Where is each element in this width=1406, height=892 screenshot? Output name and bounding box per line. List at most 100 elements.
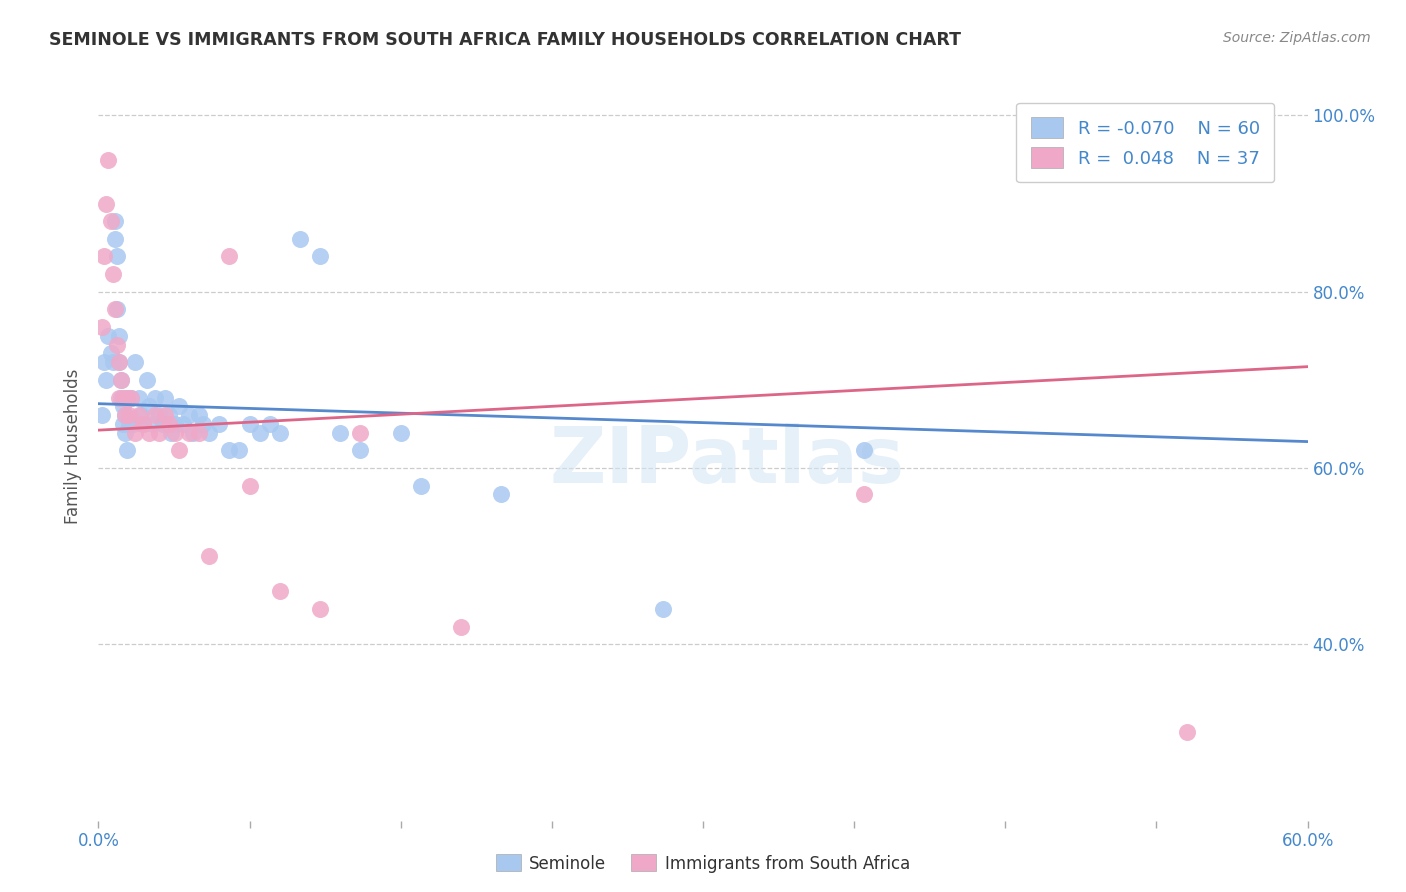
Point [111, 391, 134, 405]
Point [167, 443, 190, 458]
Point [114, 408, 136, 422]
Point [129, 408, 152, 422]
Point [148, 408, 170, 422]
Point [115, 443, 138, 458]
Point [115, 391, 138, 405]
Point [118, 417, 141, 431]
Point [153, 391, 176, 405]
Point [120, 391, 142, 405]
Point [188, 425, 211, 440]
Point [193, 417, 215, 431]
Point [138, 400, 160, 414]
Point [167, 400, 190, 414]
Point [111, 417, 134, 431]
Point [110, 373, 132, 387]
Point [138, 425, 160, 440]
Point [107, 355, 129, 369]
Point [172, 417, 194, 431]
Point [309, 602, 332, 616]
Point [349, 425, 371, 440]
Point [100, 346, 122, 360]
Point [157, 408, 180, 422]
Point [198, 425, 221, 440]
Point [152, 417, 174, 431]
Point [389, 425, 412, 440]
Point [143, 391, 166, 405]
Point [91, 320, 114, 334]
Point [409, 478, 432, 492]
Point [143, 408, 166, 422]
Point [163, 417, 186, 431]
Point [93, 250, 115, 264]
Point [128, 408, 150, 422]
Point [103, 232, 125, 246]
Point [107, 355, 129, 369]
Point [110, 373, 132, 387]
Point [249, 425, 271, 440]
Point [450, 620, 472, 634]
Point [218, 443, 240, 458]
Point [269, 584, 291, 599]
Y-axis label: Family Households: Family Households [65, 368, 83, 524]
Point [135, 373, 157, 387]
Point [288, 232, 311, 246]
Point [100, 214, 122, 228]
Point [853, 487, 876, 501]
Point [188, 408, 211, 422]
Point [208, 417, 231, 431]
Point [103, 302, 125, 317]
Text: ZIPatlas: ZIPatlas [550, 423, 904, 499]
Point [105, 337, 128, 351]
Point [651, 602, 673, 616]
Point [142, 417, 165, 431]
Legend: Seminole, Immigrants from South Africa: Seminole, Immigrants from South Africa [489, 847, 917, 880]
Point [107, 328, 129, 343]
Point [228, 443, 250, 458]
Point [132, 417, 155, 431]
Point [121, 417, 143, 431]
Point [114, 408, 136, 422]
Point [218, 250, 240, 264]
Point [163, 425, 186, 440]
Text: SEMINOLE VS IMMIGRANTS FROM SOUTH AFRICA FAMILY HOUSEHOLDS CORRELATION CHART: SEMINOLE VS IMMIGRANTS FROM SOUTH AFRICA… [49, 31, 962, 49]
Point [101, 267, 124, 281]
Point [179, 425, 201, 440]
Point [1175, 725, 1198, 739]
Point [120, 391, 142, 405]
Point [148, 425, 170, 440]
Point [93, 355, 115, 369]
Point [160, 425, 183, 440]
Point [115, 391, 138, 405]
Point [181, 425, 204, 440]
Point [349, 443, 371, 458]
Point [105, 250, 128, 264]
Point [91, 408, 114, 422]
Point [309, 250, 332, 264]
Point [198, 549, 221, 564]
Point [132, 417, 155, 431]
Point [153, 408, 176, 422]
Point [239, 417, 262, 431]
Point [179, 408, 201, 422]
Point [259, 417, 281, 431]
Point [157, 417, 180, 431]
Point [853, 443, 876, 458]
Point [329, 425, 352, 440]
Point [111, 400, 134, 414]
Point [239, 478, 262, 492]
Point [124, 355, 146, 369]
Point [97, 328, 120, 343]
Point [105, 302, 128, 317]
Point [101, 355, 124, 369]
Point [118, 408, 141, 422]
Point [96, 373, 118, 387]
Point [103, 214, 125, 228]
Point [124, 425, 146, 440]
Point [269, 425, 291, 440]
Point [96, 196, 118, 211]
Legend: R = -0.070    N = 60, R =  0.048    N = 37: R = -0.070 N = 60, R = 0.048 N = 37 [1017, 103, 1274, 183]
Point [110, 391, 132, 405]
Text: Source: ZipAtlas.com: Source: ZipAtlas.com [1223, 31, 1371, 45]
Point [128, 391, 150, 405]
Point [114, 425, 136, 440]
